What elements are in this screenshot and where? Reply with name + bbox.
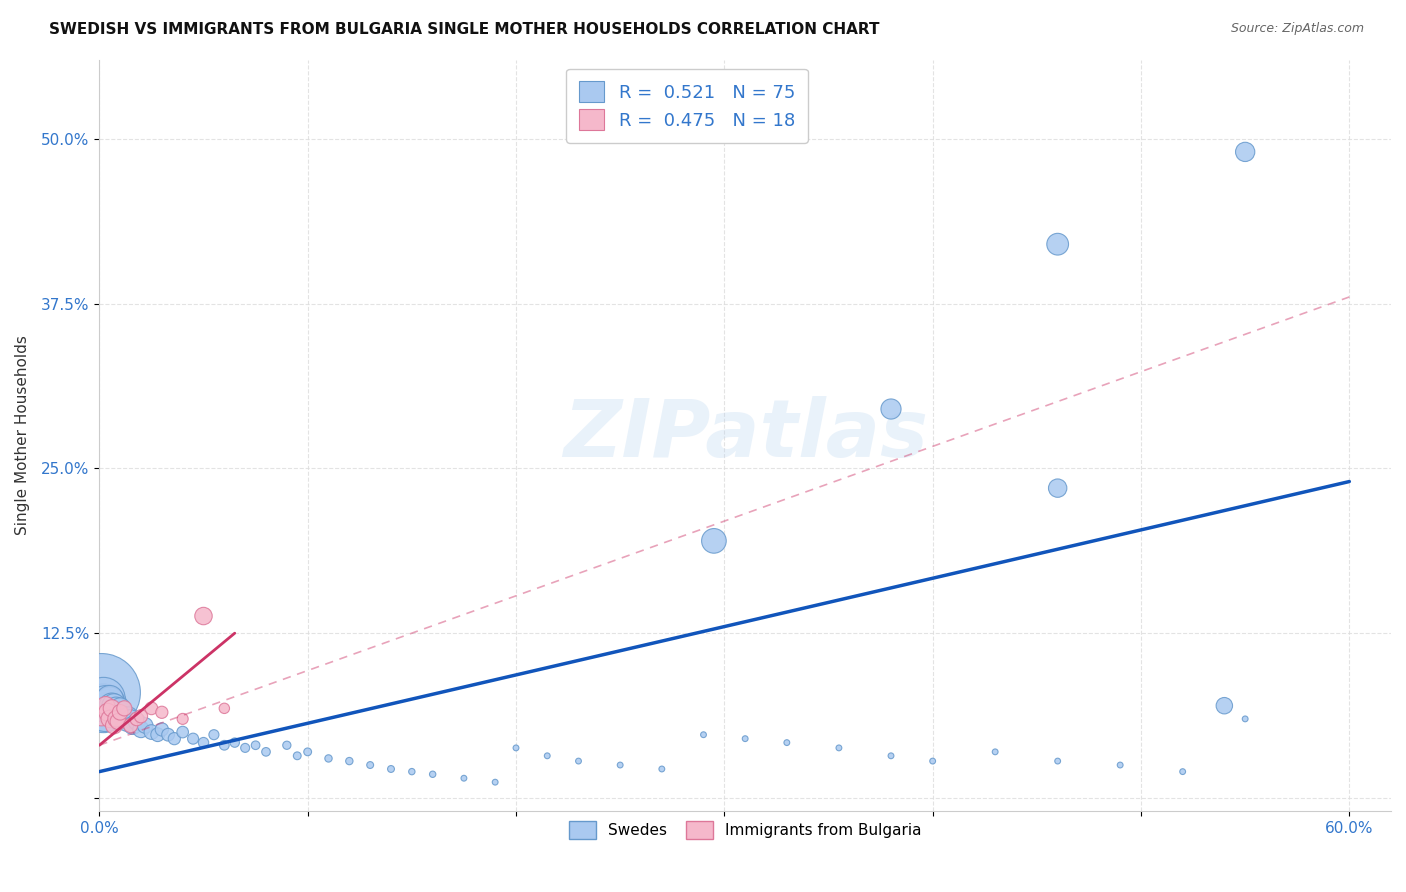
Point <box>103 718 125 732</box>
Point <box>112 701 135 715</box>
Point <box>108 706 131 720</box>
Point <box>141 701 163 715</box>
Point <box>1171 764 1194 779</box>
Point <box>172 712 194 726</box>
Text: Source: ZipAtlas.com: Source: ZipAtlas.com <box>1230 22 1364 36</box>
Point <box>98 692 121 706</box>
Point <box>134 718 156 732</box>
Point <box>214 738 236 752</box>
Legend: Swedes, Immigrants from Bulgaria: Swedes, Immigrants from Bulgaria <box>562 815 928 845</box>
Point <box>129 723 152 737</box>
Point <box>105 709 128 723</box>
Point <box>94 696 117 710</box>
Point <box>120 718 142 732</box>
Point <box>97 701 120 715</box>
Point <box>536 748 558 763</box>
Point <box>105 701 128 715</box>
Point <box>276 738 298 752</box>
Text: ZIPatlas: ZIPatlas <box>562 396 928 475</box>
Point <box>121 718 143 732</box>
Point <box>97 706 120 720</box>
Point <box>254 745 277 759</box>
Point <box>172 725 194 739</box>
Point <box>129 709 152 723</box>
Point <box>505 740 527 755</box>
Point <box>94 706 117 720</box>
Point <box>1213 698 1236 713</box>
Point <box>103 698 125 713</box>
Point <box>98 695 121 709</box>
Point <box>125 714 148 729</box>
Point <box>828 740 851 755</box>
Point <box>734 731 756 746</box>
Point <box>984 745 1007 759</box>
Point <box>453 771 475 785</box>
Point <box>651 762 673 776</box>
Point <box>101 706 124 720</box>
Point <box>337 754 360 768</box>
Point <box>880 402 903 417</box>
Point <box>380 762 402 776</box>
Point <box>98 712 121 726</box>
Point <box>107 714 129 729</box>
Point <box>97 698 120 713</box>
Point <box>93 701 115 715</box>
Point <box>120 712 142 726</box>
Point <box>146 728 169 742</box>
Point <box>111 709 134 723</box>
Point <box>125 712 148 726</box>
Point <box>105 712 128 726</box>
Point <box>98 701 121 715</box>
Point <box>107 712 129 726</box>
Point <box>401 764 423 779</box>
Point <box>157 728 180 742</box>
Point <box>101 698 124 713</box>
Point <box>318 751 340 765</box>
Point <box>285 748 308 763</box>
Point <box>193 736 215 750</box>
Point <box>93 692 115 706</box>
Point <box>567 754 589 768</box>
Point <box>101 701 124 715</box>
Point <box>233 740 256 755</box>
Point <box>150 723 173 737</box>
Point <box>776 736 799 750</box>
Point <box>181 731 204 746</box>
Point <box>1234 712 1257 726</box>
Point <box>1046 237 1069 252</box>
Point <box>193 609 215 624</box>
Point <box>163 731 186 746</box>
Point <box>359 758 381 772</box>
Point <box>141 725 163 739</box>
Point <box>150 706 173 720</box>
Point <box>297 745 319 759</box>
Point <box>609 758 631 772</box>
Point <box>117 709 139 723</box>
Point <box>703 533 725 548</box>
Point <box>115 714 138 729</box>
Text: SWEDISH VS IMMIGRANTS FROM BULGARIA SINGLE MOTHER HOUSEHOLDS CORRELATION CHART: SWEDISH VS IMMIGRANTS FROM BULGARIA SING… <box>49 22 880 37</box>
Point <box>108 701 131 715</box>
Point <box>880 748 903 763</box>
Point <box>1234 145 1257 159</box>
Point <box>1109 758 1132 772</box>
Point <box>245 738 267 752</box>
Point <box>94 698 117 713</box>
Point <box>1046 481 1069 495</box>
Point <box>108 706 131 720</box>
Point <box>90 685 112 699</box>
Point <box>202 728 225 742</box>
Point <box>103 706 125 720</box>
Point <box>1046 754 1069 768</box>
Point <box>921 754 943 768</box>
Point <box>692 728 714 742</box>
Point <box>422 767 444 781</box>
Point <box>112 712 135 726</box>
Point <box>224 736 246 750</box>
Point <box>90 709 112 723</box>
Y-axis label: Single Mother Households: Single Mother Households <box>15 335 30 535</box>
Point <box>484 775 506 789</box>
Point <box>214 701 236 715</box>
